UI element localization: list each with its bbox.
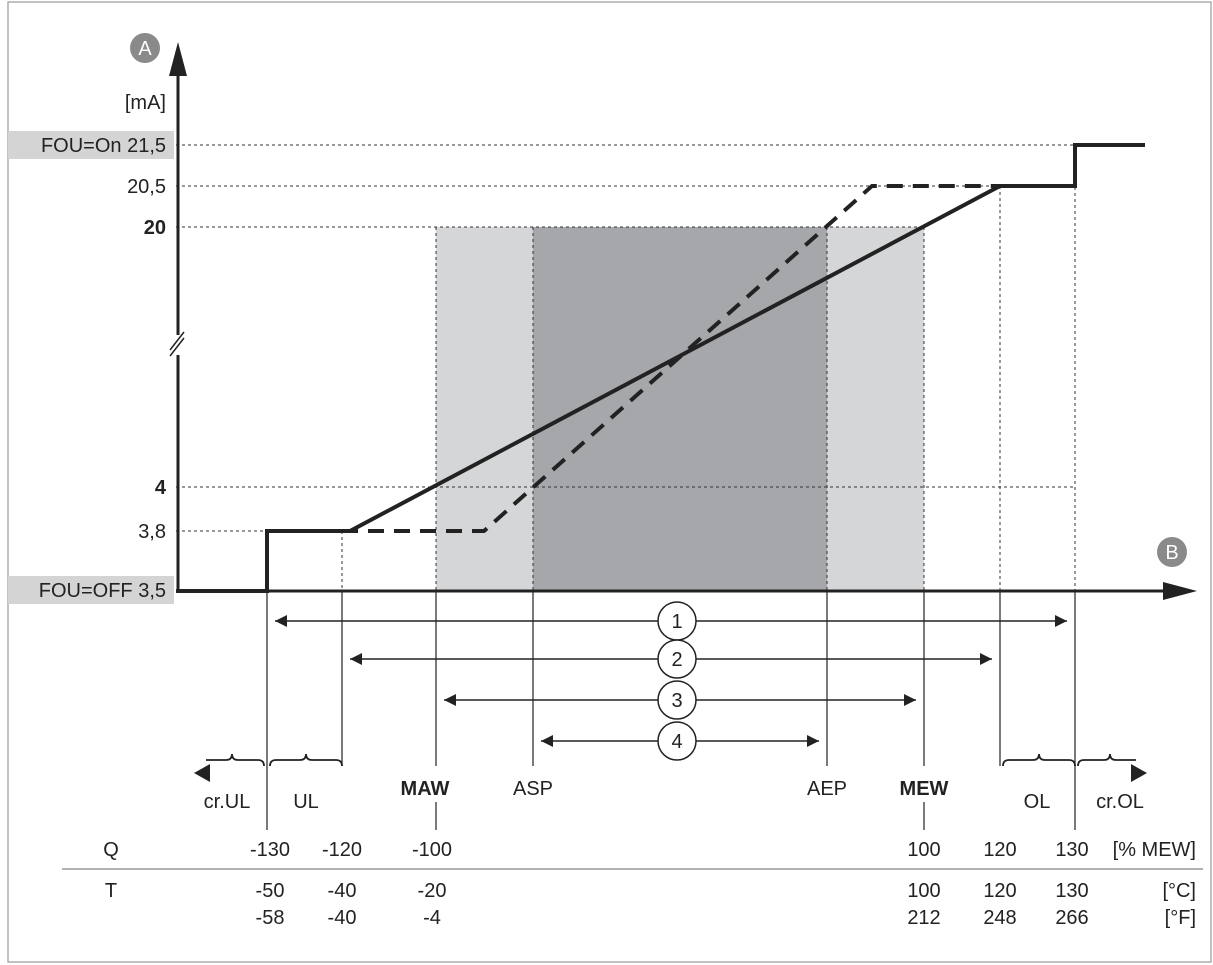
cr-ol-arrowhead — [1131, 764, 1147, 782]
zone-braces — [206, 753, 1136, 767]
svg-text:B: B — [1165, 542, 1178, 564]
y-axis — [169, 42, 187, 593]
svg-text:-58: -58 — [256, 907, 285, 929]
q-row-label: Q — [103, 839, 119, 861]
svg-text:120: 120 — [983, 880, 1016, 902]
svg-text:3: 3 — [671, 690, 682, 712]
svg-text:120: 120 — [983, 839, 1016, 861]
svg-text:248: 248 — [983, 907, 1016, 929]
svg-text:-50: -50 — [256, 880, 285, 902]
zone-label-cr-ul: cr.UL — [204, 791, 251, 813]
range-arrow-2: 2 — [350, 639, 992, 679]
fahrenheit-unit: [°F] — [1165, 907, 1196, 929]
axis-a-marker: A — [130, 33, 160, 63]
axis-break-mark — [169, 331, 185, 351]
zone-label-maw: MAW — [401, 778, 450, 800]
x-axis — [176, 582, 1197, 600]
svg-text:100: 100 — [907, 880, 940, 902]
label-box-fou-off — [8, 576, 174, 604]
fahrenheit-values: -58 -40 -4 212 248 266 [°F] — [256, 907, 1196, 929]
svg-text:-130: -130 — [250, 839, 290, 861]
frame — [7, 1, 1212, 963]
svg-text:-100: -100 — [412, 839, 452, 861]
celsius-unit: [°C] — [1162, 880, 1196, 902]
svg-text:-40: -40 — [328, 880, 357, 902]
q-values: -130 -120 -100 100 120 130 [% MEW] — [250, 839, 1196, 861]
y-label-3-8: 3,8 — [138, 521, 166, 543]
axis-b-marker: B — [1157, 537, 1187, 567]
svg-text:100: 100 — [907, 839, 940, 861]
svg-text:-20: -20 — [418, 880, 447, 902]
svg-text:-40: -40 — [328, 907, 357, 929]
svg-text:A: A — [138, 38, 152, 60]
svg-text:130: 130 — [1055, 880, 1088, 902]
cr-ul-arrowhead — [194, 764, 210, 782]
svg-text:130: 130 — [1055, 839, 1088, 861]
y-label-fou-on: FOU=On 21,5 — [41, 135, 166, 157]
y-label-20: 20 — [144, 217, 166, 239]
svg-text:-120: -120 — [322, 839, 362, 861]
zone-label-ol: OL — [1024, 791, 1051, 813]
q-unit: [% MEW] — [1113, 839, 1196, 861]
svg-text:2: 2 — [671, 649, 682, 671]
range-arrow-4: 4 — [541, 721, 819, 761]
y-label-20-5: 20,5 — [127, 176, 166, 198]
t-row-label: T — [105, 880, 117, 902]
y-label-fou-off: FOU=OFF 3,5 — [39, 580, 166, 602]
zone-label-ul: UL — [293, 791, 319, 813]
y-unit-label: [mA] — [125, 92, 166, 114]
range-arrow-1: 1 — [275, 601, 1067, 641]
label-box-fou-on — [8, 131, 174, 159]
dashed-output-curve — [342, 184, 1000, 533]
vertical-guides — [341, 145, 1076, 591]
svg-text:266: 266 — [1055, 907, 1088, 929]
svg-text:4: 4 — [671, 731, 682, 753]
range-arrow-3: 3 — [444, 680, 916, 720]
y-label-4: 4 — [155, 477, 167, 499]
svg-text:-4: -4 — [423, 907, 441, 929]
zone-label-mew: MEW — [900, 778, 949, 800]
zone-label-aep: AEP — [807, 778, 847, 800]
svg-text:1: 1 — [671, 611, 682, 633]
svg-text:212: 212 — [907, 907, 940, 929]
celsius-values: -50 -40 -20 100 120 130 [°C] — [256, 880, 1196, 902]
zone-label-asp: ASP — [513, 778, 553, 800]
zone-label-cr-ol: cr.OL — [1096, 791, 1144, 813]
